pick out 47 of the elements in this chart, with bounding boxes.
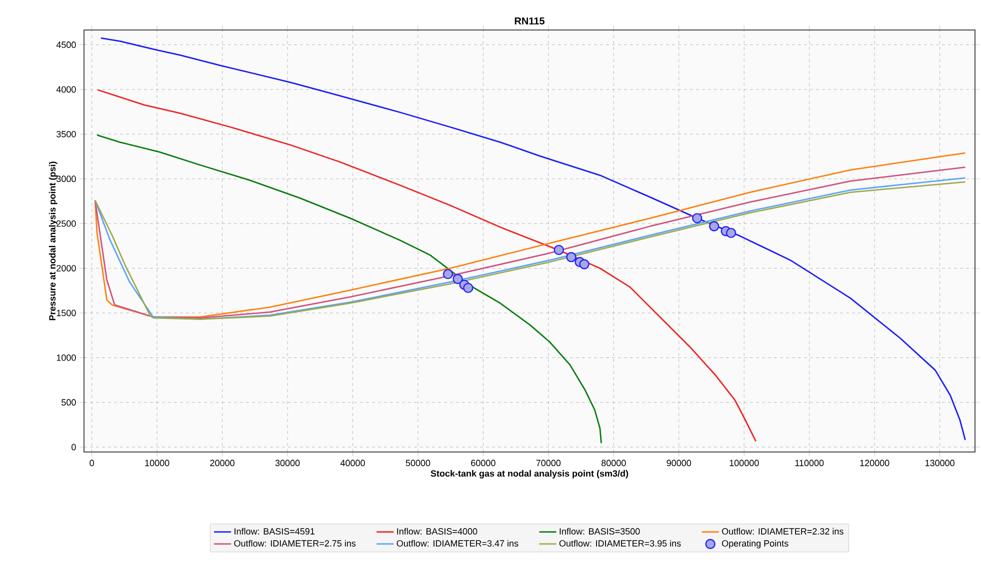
point [566,252,576,262]
point [463,282,474,294]
legend-label: Outflow: IDIAMETER=2.75 ins [234,540,356,547]
legend-label: Operating Points [722,540,788,548]
x-axis-title: Stock-tank gas at nodal analysis point (sm3/d) [430,470,628,478]
point [709,221,720,232]
y-tick-label: 4000 [56,86,76,93]
line-series [97,89,757,442]
line-series [96,134,602,444]
x-tick-label: 30000 [275,460,300,466]
x-tick-label: 70000 [536,460,561,466]
point [579,259,590,270]
legend-label: Outflow: IDIAMETER=2.32 ins [722,528,844,535]
legend-label: Inflow: BASIS=4000 [397,528,478,535]
x-tick-label: 110000 [795,460,824,466]
point [726,228,736,238]
x-tick-label: 40000 [340,460,365,466]
x-tick-label: 100000 [730,460,759,466]
point [452,274,463,284]
legend-label: Inflow: BASIS=3500 [560,528,640,535]
x-tick-label: 130000 [925,460,954,466]
point [554,244,564,256]
x-tick-label: 120000 [860,460,890,466]
y-axis-title: Pressure at nodal analysis point (psi) [48,162,58,320]
x-tick-label: 90000 [666,460,692,466]
y-tick-label: 500 [62,399,76,406]
chart-title: RN115 [514,17,545,24]
y-tick-label: 3500 [56,130,76,138]
x-tick-label: 60000 [471,460,496,466]
y-tick-label: 2500 [56,220,76,227]
legend-label: Outflow: IDIAMETER=3.47 ins [396,540,518,547]
legend-label: Inflow: BASIS=4591 [234,528,314,535]
y-tick-label: 1000 [56,354,76,361]
point [442,268,454,280]
y-tick-label: 3000 [56,176,76,182]
y-tick-label: 1500 [56,310,76,316]
x-tick-label: 20000 [210,460,234,466]
line-series [100,37,966,441]
x-tick-label: 50000 [406,460,430,466]
y-tick-label: 0 [72,444,76,450]
y-tick-label: 4500 [56,42,76,48]
x-tick-label: 0 [90,460,94,466]
y-tick-label: 2000 [56,265,76,272]
point [692,213,702,224]
x-tick-label: 10000 [145,460,170,466]
x-tick-label: 80000 [602,460,626,466]
legend-label: Outflow: IDIAMETER=3.95 ins [559,540,681,547]
